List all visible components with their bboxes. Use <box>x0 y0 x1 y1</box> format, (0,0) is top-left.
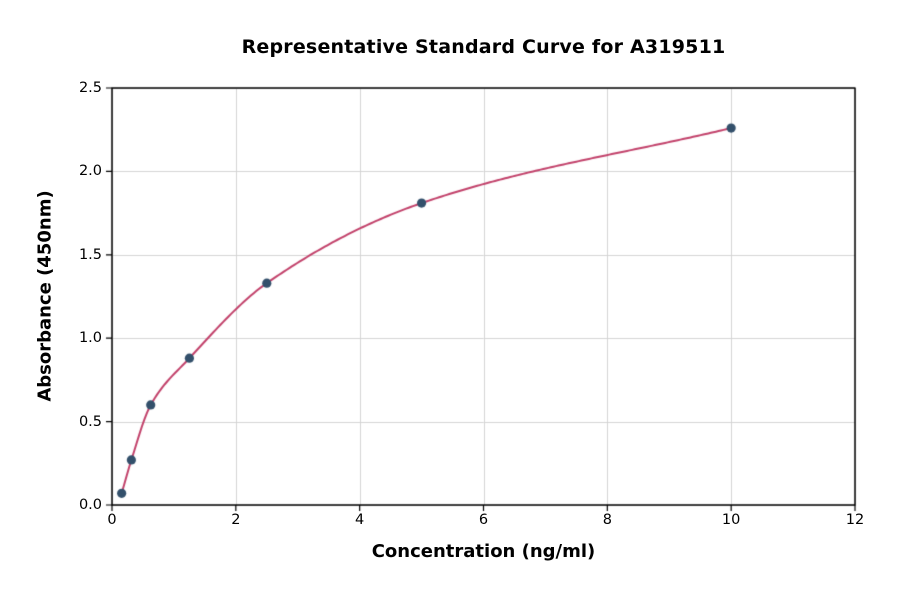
x-tick-label: 6 <box>478 512 489 528</box>
y-axis-label: Absorbance (450nm) <box>34 190 56 402</box>
chart-title: Representative Standard Curve for A31951… <box>241 36 726 58</box>
x-tick-label: 4 <box>355 512 365 528</box>
y-tick-label: 1.5 <box>78 246 102 263</box>
x-axis-label: Concentration (ng/ml) <box>371 541 596 562</box>
y-tick-label: 1.0 <box>78 330 102 347</box>
x-tick-label: 2 <box>231 512 241 528</box>
x-tick-label: 10 <box>721 512 741 528</box>
y-tick-label: 2.5 <box>78 80 102 96</box>
x-tick-label: 8 <box>602 512 612 528</box>
y-tick-label: 0.5 <box>78 413 102 430</box>
x-tick-label: 0 <box>107 512 117 528</box>
x-tick-label: 12 <box>845 512 865 528</box>
y-tick-label: 2.0 <box>78 163 102 180</box>
y-tick-label: 0.0 <box>78 497 102 513</box>
